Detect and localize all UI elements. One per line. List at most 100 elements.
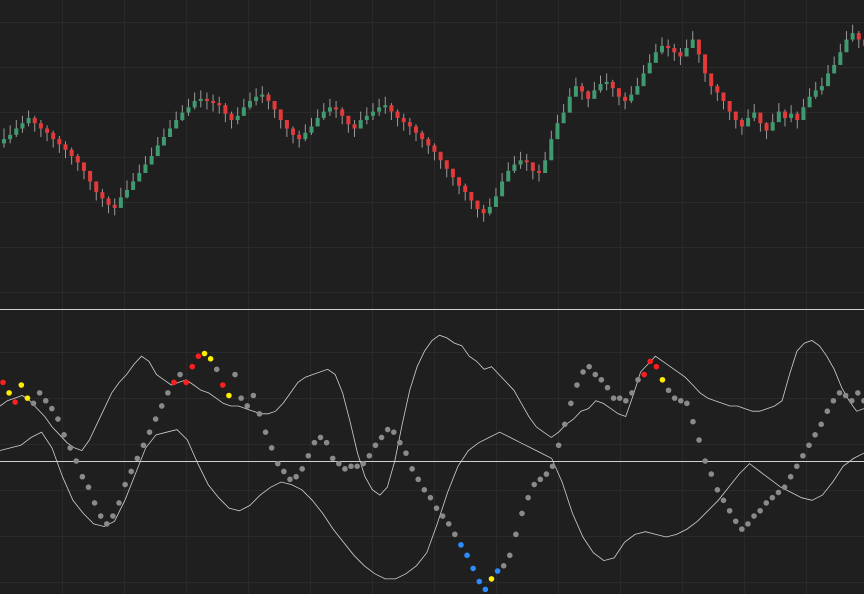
oscillator-dot-neutral	[366, 452, 373, 459]
oscillator-dot-neutral	[830, 397, 837, 404]
candle	[229, 111, 234, 129]
oscillator-dot-neutral	[604, 384, 611, 391]
candle-body-bullish	[647, 62, 652, 74]
candle	[573, 77, 578, 97]
candle-body-bearish	[57, 139, 62, 145]
oscillator-dot-neutral	[732, 518, 739, 525]
oscillator-dot-neutral	[85, 484, 92, 491]
oscillator-dot-yellow	[659, 376, 666, 383]
candle-body-bearish	[524, 160, 529, 163]
candle	[143, 156, 148, 174]
oscillator-dot-neutral	[513, 531, 519, 538]
candle	[20, 115, 25, 133]
candle-body-bullish	[118, 197, 123, 208]
oscillator-dot-neutral	[244, 403, 251, 409]
oscillator-dot-yellow	[207, 356, 214, 362]
candle	[727, 100, 732, 121]
oscillator-dot-neutral	[818, 421, 825, 428]
candle-body-bearish	[450, 168, 455, 178]
oscillator-dot-neutral	[299, 466, 305, 472]
candle	[106, 196, 111, 214]
oscillator-dot-neutral	[665, 387, 672, 394]
oscillator-dot-neutral	[580, 369, 586, 375]
candle	[149, 147, 154, 165]
oscillator-dot-neutral	[702, 458, 708, 464]
oscillator-dot-yellow	[201, 350, 208, 357]
oscillator-dot-neutral	[506, 552, 513, 559]
oscillator-dot-neutral	[67, 445, 73, 451]
oscillator-dot-neutral	[855, 390, 861, 396]
oscillator-dot-neutral	[439, 513, 446, 519]
candle-body-bullish	[327, 107, 332, 112]
candle-body-bullish	[561, 112, 566, 124]
oscillator-dot-neutral	[842, 392, 849, 399]
oscillator-dot-neutral	[824, 408, 831, 415]
candle	[696, 39, 701, 63]
candle	[635, 77, 640, 95]
candle	[235, 107, 240, 125]
candle-body-bullish	[826, 73, 831, 87]
oscillator-dot-neutral	[525, 494, 531, 501]
candle-body-bearish	[795, 113, 800, 121]
candle	[14, 120, 19, 137]
oscillator-dot-neutral	[122, 481, 128, 488]
candle	[51, 130, 56, 148]
candle	[543, 151, 548, 174]
candle	[327, 98, 332, 116]
candle-body-bearish	[672, 48, 677, 53]
candle	[610, 79, 615, 97]
candle	[432, 143, 437, 161]
oscillator-dot-red	[171, 379, 177, 386]
candle	[512, 156, 517, 174]
oscillator-dot-neutral	[806, 442, 812, 449]
oscillator-dot-neutral	[213, 366, 220, 373]
candle-body-bearish	[63, 144, 68, 150]
oscillator-dot-blue	[482, 586, 489, 593]
oscillator-dot-neutral	[104, 521, 110, 527]
oscillator-pane[interactable]	[0, 334, 864, 593]
oscillator-dot-neutral	[763, 500, 770, 506]
candle	[770, 113, 775, 131]
oscillator-dot-neutral	[445, 521, 452, 527]
candle-body-bearish	[703, 54, 708, 74]
oscillator-dot-neutral	[158, 403, 165, 409]
candle-body-bullish	[309, 126, 314, 133]
oscillator-dot-neutral	[30, 400, 37, 407]
oscillator-dot-neutral	[250, 392, 257, 399]
oscillator-dot-neutral	[274, 460, 281, 467]
upper-band-line	[0, 334, 864, 496]
oscillator-dot-neutral	[574, 382, 580, 388]
oscillator-dot-neutral	[836, 390, 843, 396]
candle-body-bearish	[414, 126, 419, 133]
oscillator-dot-neutral	[848, 397, 855, 404]
oscillator-dot-neutral	[262, 429, 269, 435]
price-pane[interactable]	[2, 24, 864, 222]
candle-body-bearish	[407, 122, 412, 127]
oscillator-dot-neutral	[354, 463, 360, 470]
candle	[112, 198, 117, 216]
candle	[500, 173, 505, 197]
oscillator-dot-neutral	[329, 455, 336, 462]
candle-body-bearish	[616, 88, 621, 97]
candle-body-bullish	[14, 128, 19, 135]
candle-body-bearish	[481, 209, 486, 214]
candle-body-bearish	[696, 39, 701, 55]
candle-body-bullish	[746, 117, 751, 127]
candle	[641, 64, 646, 87]
oscillator-dot-neutral	[360, 460, 367, 467]
candle	[776, 103, 781, 123]
candle-body-bullish	[832, 64, 837, 74]
candle-body-bearish	[389, 105, 394, 112]
candle-body-bullish	[315, 117, 320, 127]
oscillator-dot-neutral	[610, 395, 617, 401]
candle	[506, 162, 511, 182]
candle	[32, 115, 37, 132]
candle	[168, 120, 173, 137]
oscillator-dot-neutral	[623, 397, 629, 404]
oscillator-dot-neutral	[140, 442, 147, 449]
candle-body-bullish	[8, 134, 13, 140]
candle	[223, 103, 228, 123]
candle-body-bullish	[776, 111, 781, 123]
